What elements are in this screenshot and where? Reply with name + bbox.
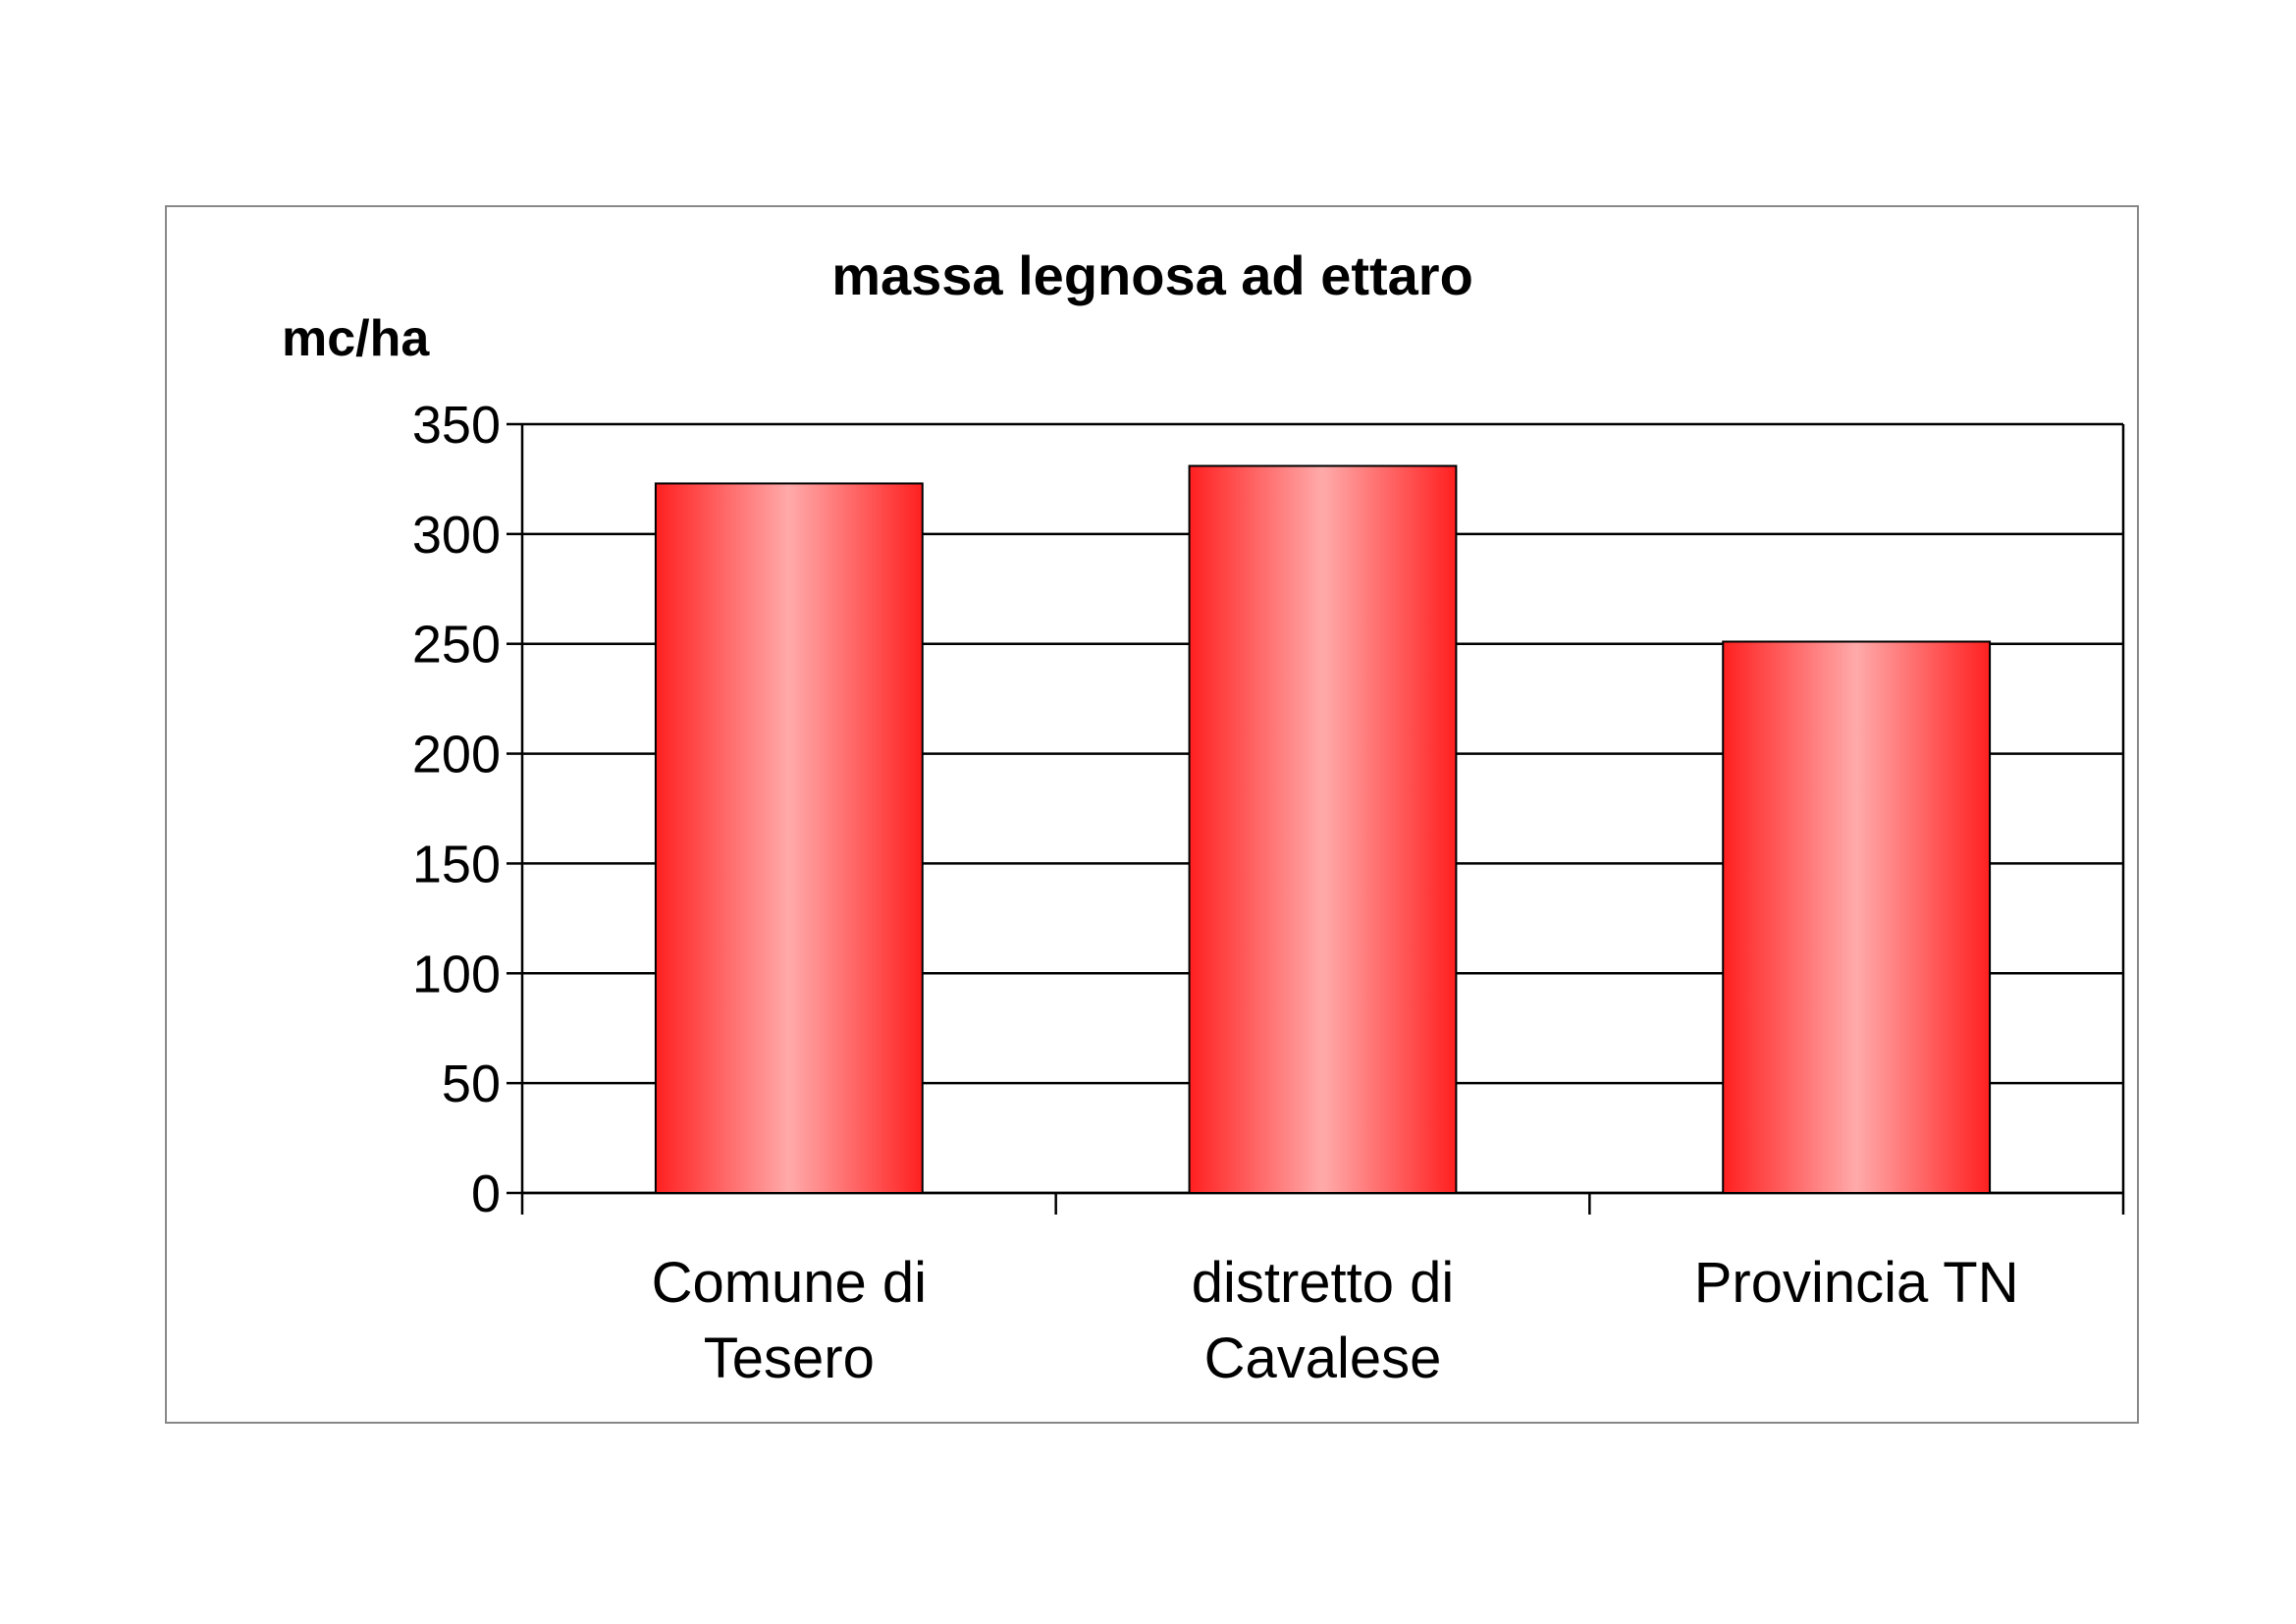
- x-tick-label-line: Cavalese: [1204, 1326, 1442, 1390]
- x-tick-label-line: Comune di: [652, 1251, 927, 1315]
- y-tick-label: 300: [412, 506, 501, 565]
- x-tick-label-line: distretto di: [1192, 1251, 1455, 1315]
- y-tick-label: 50: [442, 1055, 501, 1113]
- y-tick-label: 0: [471, 1164, 501, 1223]
- y-tick-label: 250: [412, 616, 501, 675]
- x-tick-label: Comune di Tesero: [652, 1251, 927, 1390]
- bar: [654, 482, 924, 1195]
- bar: [1722, 640, 1992, 1194]
- y-axis-label: mc/ha: [282, 310, 430, 367]
- x-tick-label-line: Provincia TN: [1694, 1251, 2019, 1315]
- y-tick-label: 200: [412, 726, 501, 785]
- x-tick-label-line: Tesero: [704, 1326, 875, 1390]
- y-tick-label: 100: [412, 945, 501, 1003]
- y-tick-label: 150: [412, 835, 501, 893]
- x-tick-label: distretto di Cavalese: [1192, 1251, 1455, 1390]
- y-tick-label: 350: [412, 396, 501, 455]
- chart-title: massa legnosa ad ettaro: [831, 244, 1473, 306]
- x-tick-label: Provincia TN: [1694, 1251, 2019, 1315]
- bar: [1188, 464, 1458, 1194]
